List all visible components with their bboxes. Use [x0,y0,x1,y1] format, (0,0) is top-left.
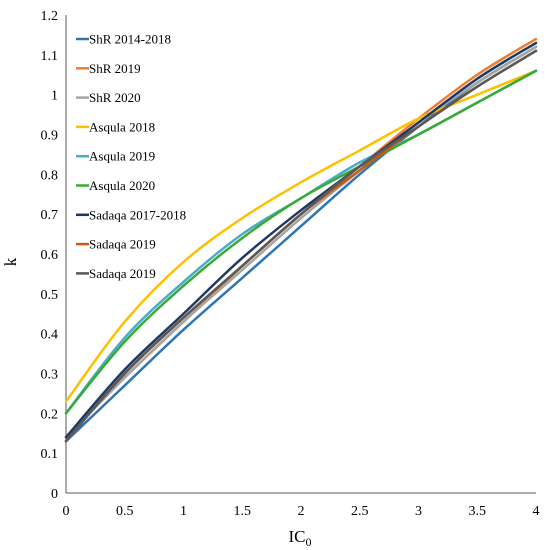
x-tick-label: 0.5 [116,504,134,519]
x-tick-label: 1 [180,504,187,519]
legend-label: Asqula 2019 [89,149,155,164]
series-lines [64,37,538,443]
y-tick-label: 0.9 [41,129,59,144]
x-tick-labels: 0 0.5 1 1.5 2 2.5 3 3.5 4 [63,504,540,519]
y-tick-label: 1.2 [41,9,59,24]
legend-label: Asqula 2020 [89,178,155,193]
legend-label: Sadaqa 2019 [89,266,156,281]
y-tick-label: 0.5 [41,288,59,303]
y-tick-label: 0.6 [41,248,59,263]
legend-label: ShR 2020 [89,90,141,105]
x-tick-label: 1.5 [234,504,252,519]
y-tick-label: 0.7 [41,208,59,223]
y-tick-label: 0.2 [41,407,59,422]
legend: ShR 2014-2018 ShR 2019 ShR 2020 Asqula 2018… [76,32,186,281]
series-line-9 [64,49,538,443]
series-line-6 [64,69,538,415]
x-tick-label: 4 [533,504,540,519]
x-tick-label: 0 [63,504,70,519]
x-tick-label: 2.5 [351,504,369,519]
y-tick-label: 0.1 [41,447,59,462]
x-axis-label-subscript: 0 [306,535,312,549]
series-line-7 [64,41,538,439]
y-tick-label: 0.4 [41,328,59,343]
y-tick-label: 1 [51,89,58,104]
x-tick-label: 3.5 [469,504,487,519]
y-tick-label: 0 [51,487,58,502]
legend-label: ShR 2014-2018 [89,32,171,47]
y-tick-label: 0.8 [41,168,59,183]
y-tick-label: 1.1 [41,49,59,64]
y-tick-labels: 0 0.1 0.2 0.3 0.4 0.5 0.6 0.7 0.8 0.9 1 1.1 1.2 [41,9,59,502]
legend-label: Sadaqa 2019 [89,237,156,252]
legend-label: Asqula 2018 [89,119,155,134]
legend-label: Sadaqa 2017-2018 [89,207,186,222]
x-tick-label: 3 [415,504,422,519]
legend-label: ShR 2019 [89,61,141,76]
x-axis-label: IC0 [289,527,312,549]
x-axis-label-main: IC [289,527,306,546]
y-tick-label: 0.3 [41,368,59,383]
x-tick-label: 2 [298,504,305,519]
series-line-3 [64,45,538,439]
y-axis-label: k [1,257,20,266]
